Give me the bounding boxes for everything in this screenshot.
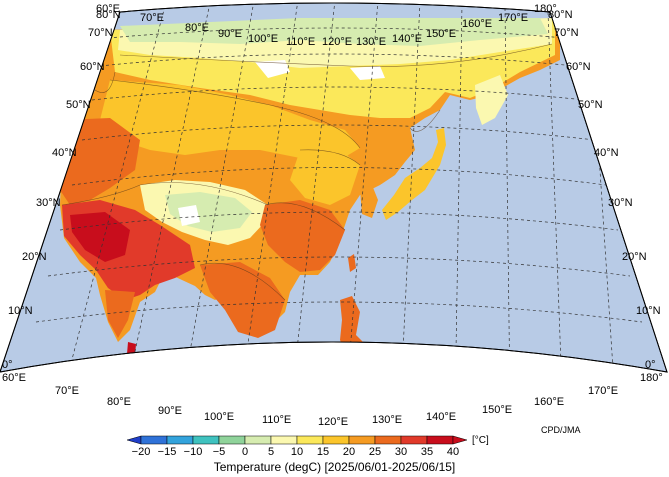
- lon-label-top: 60°E: [96, 3, 120, 15]
- lat-label-right: 40°N: [594, 147, 619, 159]
- lon-label-top: 170°E: [498, 12, 528, 24]
- lat-label-right: 70°N: [554, 27, 579, 39]
- lon-label-bottom: 120°E: [318, 416, 348, 428]
- land-kamchatka: [475, 75, 508, 125]
- lon-label-bottom: 180°: [640, 372, 663, 384]
- lon-label-bottom: 160°E: [534, 396, 564, 408]
- lat-label-left: 20°N: [22, 251, 47, 263]
- lon-label-top: 150°E: [426, 28, 456, 40]
- lat-label-left: 10°N: [8, 305, 33, 317]
- land-china-east-yellow: [290, 150, 360, 205]
- land-india-hot: [70, 212, 130, 262]
- land-sumatra: [205, 350, 240, 372]
- lat-label-right: 30°N: [608, 197, 633, 209]
- lon-label-top: 90°E: [218, 28, 242, 40]
- lon-label-bottom: 150°E: [482, 404, 512, 416]
- nodata-north-2: [350, 66, 385, 80]
- lat-label-left: 60°N: [80, 61, 105, 73]
- lon-label-bottom: 90°E: [158, 405, 182, 417]
- colorbar-title: Temperature (degC) [2025/06/01-2025/06/1…: [213, 460, 456, 474]
- land-arctic-green: [120, 18, 548, 46]
- land-west-red-orange: [60, 118, 140, 205]
- lon-label-top: 130°E: [356, 36, 386, 48]
- lon-label-top: 110°E: [286, 36, 315, 48]
- credit-label: CPD/JMA: [541, 425, 581, 435]
- map-frame: [0, 2, 668, 373]
- lat-labels-left: 80°N 70°N 60°N 50°N 40°N 30°N 20°N 10°N …: [2, 9, 121, 371]
- land-mongolia-orange: [100, 80, 360, 160]
- lat-labels-right: 80°N 70°N 60°N 50°N 40°N 30°N 20°N 10°N …: [548, 9, 661, 371]
- lon-label-bottom: 80°E: [107, 396, 131, 408]
- land-sri-lanka: [127, 342, 136, 356]
- lat-label-right: 50°N: [578, 99, 603, 111]
- land-korea: [360, 185, 378, 218]
- land-se-asia: [200, 262, 285, 338]
- nodata-tibet: [178, 205, 200, 226]
- contour-lines: [61, 43, 553, 301]
- lat-label-left: 40°N: [52, 147, 77, 159]
- lon-label-bottom: 140°E: [426, 411, 456, 423]
- lon-label-bottom: 110°E: [262, 414, 291, 426]
- land-china-south: [260, 200, 345, 272]
- lat-label-right: 80°N: [548, 9, 573, 21]
- land-south-india: [105, 290, 135, 338]
- lat-label-left: 0°: [2, 359, 13, 371]
- lon-label-top: 140°E: [392, 33, 422, 45]
- lat-label-right: 20°N: [622, 251, 647, 263]
- lat-label-right: 10°N: [636, 305, 661, 317]
- lon-label-top: 160°E: [462, 18, 492, 30]
- lon-label-top: 120°E: [322, 36, 352, 48]
- lon-label-bottom: 100°E: [204, 411, 234, 423]
- lon-label-top: 180°: [534, 3, 557, 15]
- lat-label-right: 60°N: [566, 61, 591, 73]
- lon-label-bottom: 130°E: [372, 414, 402, 426]
- lon-label-top: 100°E: [248, 33, 278, 45]
- lat-label-left: 70°N: [88, 27, 113, 39]
- lat-label-left: 30°N: [36, 197, 61, 209]
- land-japan: [382, 128, 446, 220]
- lon-labels-bottom: 60°E 70°E 80°E 90°E 100°E 110°E 120°E 13…: [2, 372, 663, 428]
- lon-label-bottom: 70°E: [55, 385, 79, 397]
- lon-label-bottom: 60°E: [2, 372, 26, 384]
- land-taiwan: [348, 254, 356, 272]
- lon-label-top: 70°E: [140, 12, 164, 24]
- lat-label-right: 0°: [645, 359, 656, 371]
- lat-label-left: 50°N: [66, 99, 91, 111]
- nodata-north-1: [255, 60, 290, 78]
- land-borneo: [280, 360, 335, 372]
- lon-label-bottom: 170°E: [588, 385, 618, 397]
- lat-label-left: 80°N: [96, 9, 121, 21]
- graticule: [0, 3, 643, 372]
- lon-labels-top: 60°E 70°E 80°E 90°E 100°E 110°E 120°E 13…: [96, 3, 557, 48]
- lon-label-top: 80°E: [185, 22, 209, 34]
